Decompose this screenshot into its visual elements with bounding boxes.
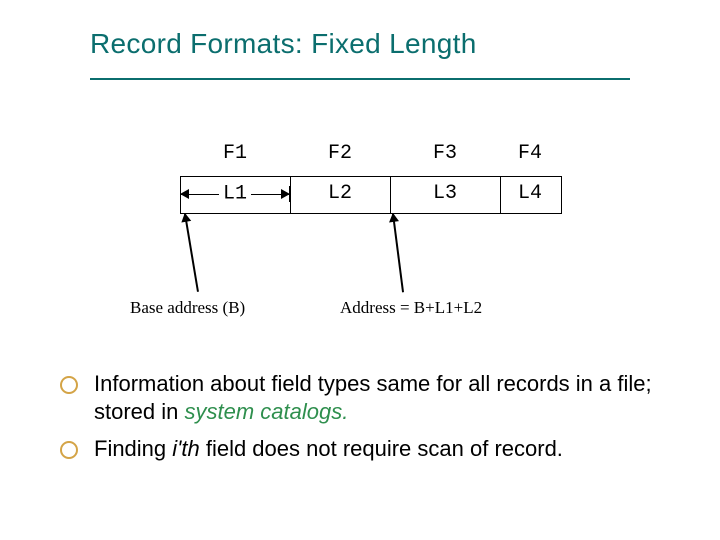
list-item: Information about field types same for a…: [60, 370, 680, 425]
length-label: L4: [500, 182, 560, 205]
page-title: Record Formats: Fixed Length: [90, 28, 477, 60]
bullet-ring-icon: [60, 441, 78, 459]
bullet-text: Finding i'th field does not require scan…: [94, 435, 563, 463]
bullet-ring-icon: [60, 376, 78, 394]
address-pointer: [392, 214, 404, 292]
field-label: F2: [290, 142, 390, 165]
base-address-label: Base address (B): [130, 298, 245, 318]
base-address-pointer: [184, 214, 199, 292]
field-label: F4: [500, 142, 560, 165]
slide: Record Formats: Fixed Length F1F2F3F4 L2…: [0, 0, 720, 540]
l1-dimension-arrow: L1: [180, 184, 290, 204]
field-label: F1: [180, 142, 290, 165]
length-label: L2: [290, 182, 390, 205]
bullet-text: Information about field types same for a…: [94, 370, 680, 425]
length-label: L3: [390, 182, 500, 205]
bullet-list: Information about field types same for a…: [60, 370, 680, 473]
address-formula-label: Address = B+L1+L2: [340, 298, 482, 318]
l1-label: L1: [219, 183, 251, 206]
field-label: F3: [390, 142, 500, 165]
list-item: Finding i'th field does not require scan…: [60, 435, 680, 463]
title-underline: [90, 78, 630, 80]
